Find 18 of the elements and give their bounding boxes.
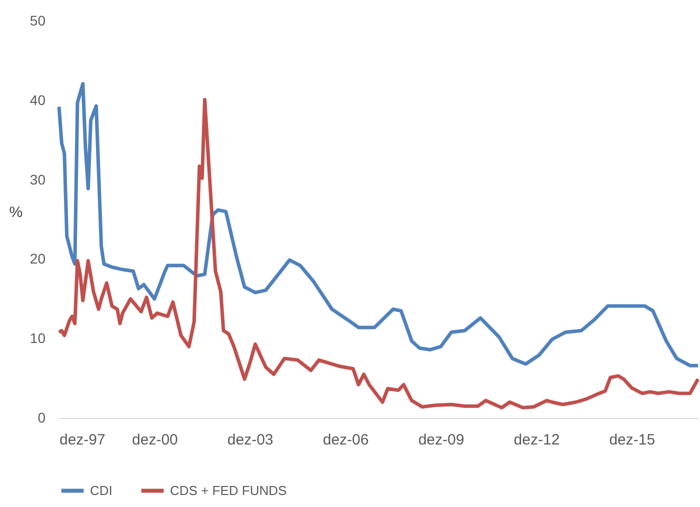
y-tick-label: 0 [38, 410, 46, 426]
line-series [57, 82, 700, 368]
x-tick-label: dez-15 [609, 432, 656, 448]
y-tick-label: 50 [30, 12, 46, 28]
x-tick-label: dez-12 [514, 432, 560, 448]
legend-label: CDI [90, 482, 112, 498]
legend-label: CDS + FED FUNDS [170, 482, 287, 498]
y-tick-label: 10 [30, 330, 46, 346]
x-tick-label: dez-03 [227, 432, 274, 448]
x-tick-label: dez-09 [418, 432, 464, 448]
y-tick-label: 30 [30, 171, 46, 188]
y-tick-label: 20 [30, 250, 46, 267]
line-series [57, 98, 700, 410]
y-axis-title: % [9, 204, 23, 221]
x-tick-label: dez-00 [132, 432, 178, 448]
x-tick-label: dez-97 [60, 432, 106, 448]
y-tick-label: 40 [30, 92, 46, 108]
x-tick-label: dez-06 [322, 432, 369, 448]
